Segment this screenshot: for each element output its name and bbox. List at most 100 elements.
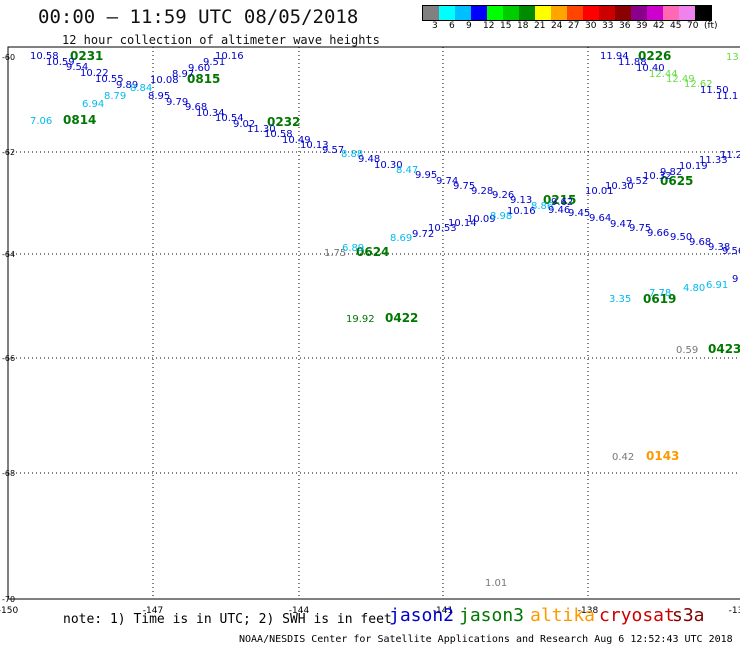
wave-height-value: 9.64 [589,213,611,224]
pass-id-label: 0143 [646,449,679,463]
wave-height-value: 10.32 [643,171,672,182]
longitude-label: -13 [729,606,740,616]
wave-height-value: 9.47 [610,219,632,230]
wave-height-value: 10.49 [282,135,311,146]
wave-height-value: 10.01 [585,186,614,197]
wave-height-value: 1.01 [485,578,507,589]
pass-id-label: 0226 [638,49,671,63]
color-swatch [503,6,519,20]
color-swatch [439,6,455,20]
color-swatch [695,6,711,20]
page-subtitle: 12 hour collection of altimeter wave hei… [62,33,380,47]
wave-height-value: 9.45 [568,208,590,219]
wave-height-value: 7.78 [649,288,671,299]
legend-cryosat: cryosat [599,605,675,626]
wave-height-value: 0.42 [612,452,634,463]
wave-height-value: 10.34 [196,108,225,119]
color-swatch [487,6,503,20]
latitude-label: -68 [2,469,15,478]
pass-id-label: 0624 [356,245,389,259]
wave-height-value: 9.82 [660,167,682,178]
wave-height-value: 8.86 [531,201,553,212]
wave-height-value: 9.56 [722,246,740,257]
page-title: 00:00 – 11:59 UTC 08/05/2018 [38,6,359,28]
wave-height-value: 3.35 [609,294,631,305]
wave-height-value: 10.13 [300,140,329,151]
color-scale-tick: 18 [517,21,529,31]
latitude-label: -62 [2,148,15,157]
longitude-label: -150 [0,606,18,616]
wave-height-value: 7.06 [30,116,52,127]
color-scale-tick: 30 [585,21,597,31]
color-scale-bar [422,5,712,21]
color-swatch [631,6,647,20]
wave-height-value: 8.69 [390,233,412,244]
wave-height-value: 11.1 [716,91,738,102]
wave-height-value: 8.95 [148,91,170,102]
wave-height-value: 9.74 [436,176,458,187]
color-scale-ticks: 3 6 9 12 15 18 21 24 27 30 33 36 39 42 45 70 (ft) [422,21,732,33]
wave-height-value: 9.28 [471,186,493,197]
pass-id-label: 0422 [385,311,418,325]
wave-height-value: 12.62 [684,79,713,90]
wave-height-value: 8.88 [341,149,363,160]
wave-height-value: 11.94 [600,51,629,62]
pass-id-label: 0815 [187,72,220,86]
color-swatch [583,6,599,20]
wave-height-value: 9.95 [415,170,437,181]
pass-id-label: 0215 [543,193,576,207]
color-scale-tick: 36 [619,21,631,31]
color-scale-tick: 9 [466,21,472,31]
wave-height-value: 11.30 [247,124,276,135]
color-scale-tick: (ft) [704,21,718,31]
color-scale-tick: 15 [500,21,512,31]
wave-height-value: 9.89 [116,80,138,91]
wave-height-value: 10.55 [95,74,124,85]
wave-height-value: 9.62 [551,197,573,208]
map-frame [7,46,740,600]
wave-height-value: 9.52 [626,176,648,187]
wave-height-value: 13. [726,52,740,63]
wave-height-value: 10.08 [150,75,179,86]
color-swatch [423,6,439,20]
longitude-label: -141 [433,606,453,616]
wave-height-value: 9.51 [203,57,225,68]
color-scale-tick: 42 [653,21,665,31]
legend-altika: altika [530,605,596,626]
color-swatch [519,6,535,20]
wave-height-value: 8.47 [396,165,418,176]
wave-height-value: 12.44 [649,69,678,80]
pass-id-label: 0625 [660,174,693,188]
longitude-label: -147 [143,606,163,616]
legend-jason2: jason2 [389,605,455,626]
wave-height-value: 6.94 [82,99,104,110]
wave-height-value: 9.75 [453,181,475,192]
color-swatch [535,6,551,20]
wave-height-value: 9.13 [510,195,532,206]
pass-id-label: 0619 [643,292,676,306]
latitude-label: -64 [2,250,15,259]
legend-jason3: jason3 [459,605,525,626]
wave-height-value: 9.68 [689,237,711,248]
wave-height-value: 1.75 [324,248,346,259]
wave-height-value: 10.09 [467,214,496,225]
wave-height-value: 10.40 [636,63,665,74]
latitude-label: -66 [2,354,15,363]
wave-height-value: 11.33 [699,155,728,166]
wave-height-value: 9.68 [185,102,207,113]
wave-height-value: 10.22 [80,68,109,79]
color-swatch [599,6,615,20]
wave-height-value: 10.19 [679,161,708,172]
color-scale-tick: 70 [687,21,699,31]
wave-height-value: 10.54 [215,113,244,124]
color-swatch [647,6,663,20]
wave-height-value: 9.26 [492,190,514,201]
wave-height-value: 9.02 [233,119,255,130]
wave-height-value: 9.50 [670,232,692,243]
wave-height-value: 9.48 [358,154,380,165]
wave-height-value: 9.66 [647,228,669,239]
wave-height-value: 9.79 [166,97,188,108]
color-swatch [455,6,471,20]
wave-height-value: 10.16 [215,51,244,62]
